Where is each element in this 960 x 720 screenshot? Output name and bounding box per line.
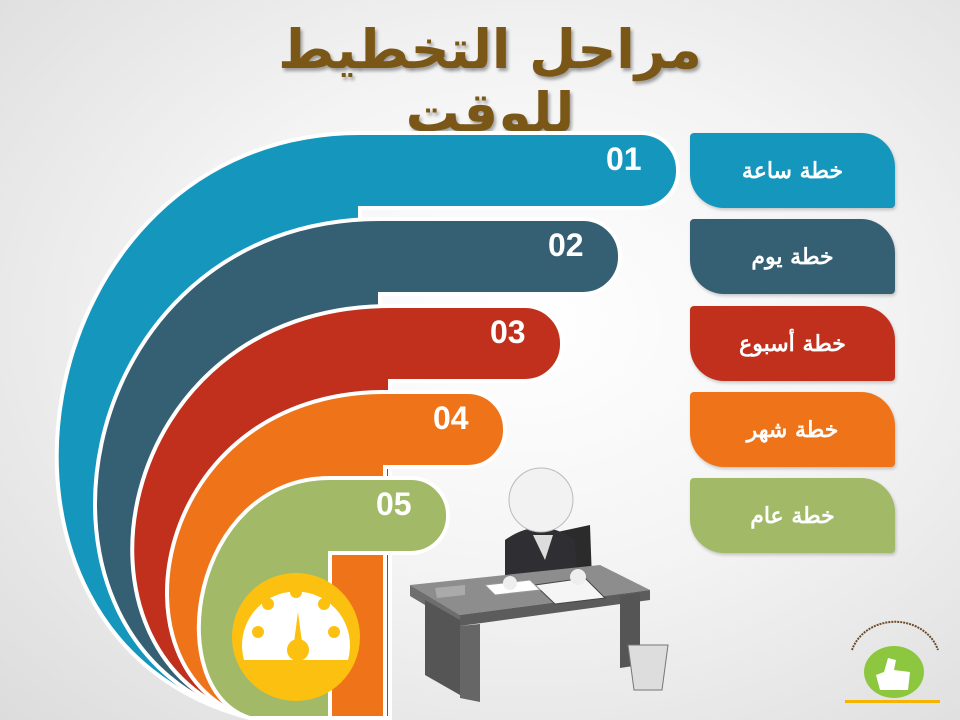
stage-label-box: خطة ساعة: [690, 133, 895, 208]
stage-number: 02: [548, 227, 584, 263]
stage-number: 03: [490, 314, 526, 350]
stage-label: خطة أسبوع: [739, 330, 846, 357]
stage-label-box: خطة عام: [690, 478, 895, 553]
stage-label: خطة يوم: [751, 243, 834, 270]
stage-number: 04: [433, 400, 469, 436]
thumbs-up-logo: [845, 620, 940, 703]
stage-label: خطة شهر: [746, 416, 839, 443]
stage-number: 01: [606, 141, 642, 177]
stage-label: خطة عام: [750, 502, 835, 529]
stage-label-box: خطة يوم: [690, 219, 895, 294]
stage-label-box: خطة شهر: [690, 392, 895, 467]
speedometer-icon: [232, 573, 360, 701]
stage-label-box: خطة أسبوع: [690, 306, 895, 381]
stage-number: 05: [376, 486, 412, 522]
person-at-desk-illustration: [410, 467, 669, 702]
page-title: مراحل التخطيط للوقت: [278, 18, 702, 144]
stage-label: خطة ساعة: [741, 157, 844, 184]
